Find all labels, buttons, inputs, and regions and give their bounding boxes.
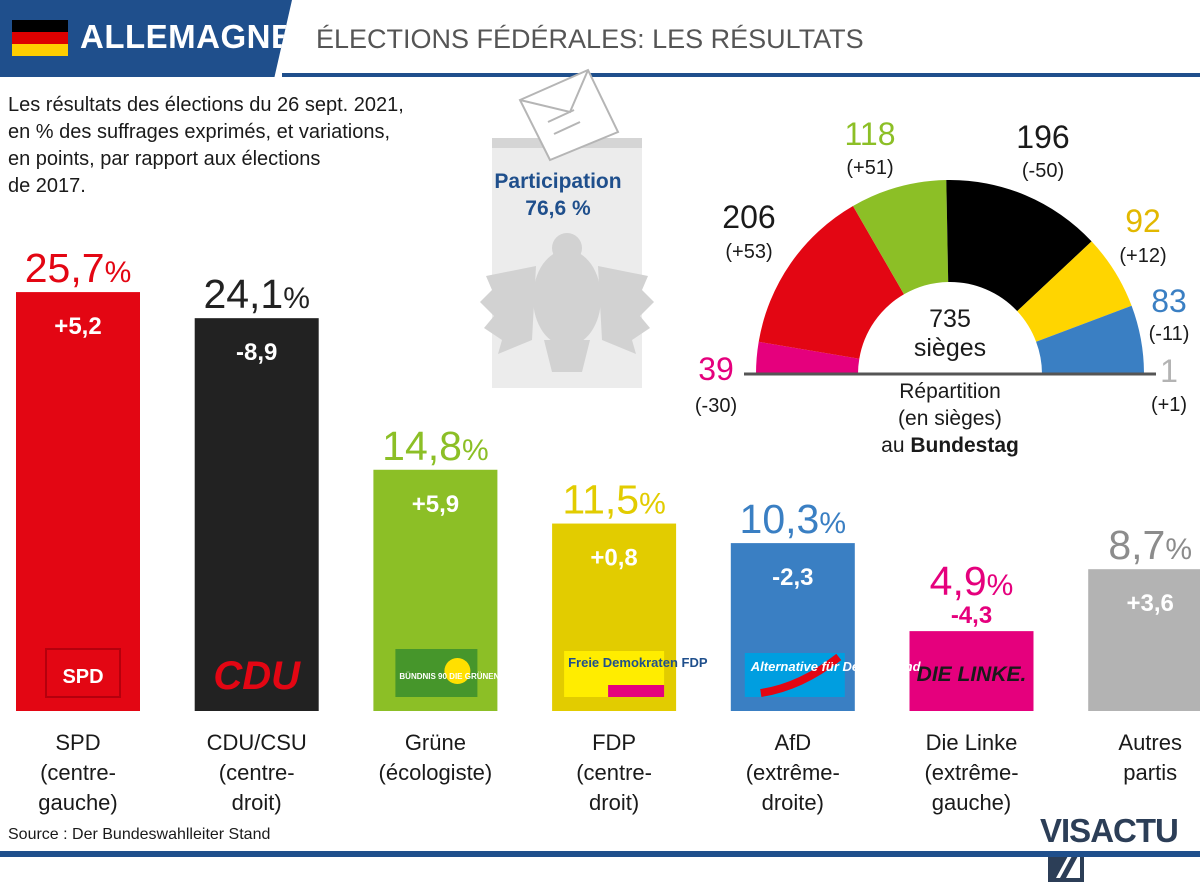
header-rule bbox=[282, 73, 1200, 77]
spd-logo-text: SPD bbox=[62, 666, 103, 688]
seat-segment-4 bbox=[1017, 241, 1132, 342]
category-label-0: (centre- bbox=[40, 760, 116, 785]
value-label-1: 24,1% bbox=[203, 271, 310, 317]
bar-5 bbox=[909, 631, 1034, 711]
header: ALLEMAGNE ÉLECTIONS FÉDÉRALES: LES RÉSUL… bbox=[0, 0, 1200, 77]
seat-count-6: 1 bbox=[1160, 353, 1178, 389]
seat-change-6: (+1) bbox=[1151, 394, 1187, 416]
seat-count-5: 83 bbox=[1151, 283, 1187, 319]
page-title: ÉLECTIONS FÉDÉRALES: LES RÉSULTATS bbox=[316, 24, 864, 54]
bar-6 bbox=[1088, 569, 1200, 711]
fdp-logo-band bbox=[608, 685, 665, 697]
change-label-6: +3,6 bbox=[1127, 590, 1174, 617]
value-label-2: 14,8% bbox=[382, 423, 489, 469]
change-label-1: -8,9 bbox=[236, 339, 277, 366]
category-label-1: droit) bbox=[232, 790, 282, 815]
cdu-logo-text: CDU bbox=[213, 654, 301, 698]
value-label-3: 11,5% bbox=[562, 477, 665, 523]
category-label-5: (extrême- bbox=[924, 760, 1018, 785]
federal-eagle-icon bbox=[480, 233, 654, 372]
category-label-1: CDU/CSU bbox=[207, 730, 307, 755]
gruene-logo-text: BÜNDNIS 90 DIE GRÜNEN bbox=[399, 672, 499, 681]
total-seats-value: 735 bbox=[929, 305, 971, 333]
seat-segment-0 bbox=[756, 341, 860, 374]
bar-1 bbox=[194, 318, 319, 711]
change-label-3: +0,8 bbox=[590, 545, 637, 572]
category-label-4: AfD bbox=[774, 730, 811, 755]
intro-line: de 2017. bbox=[8, 175, 86, 197]
category-label-3: (centre- bbox=[576, 760, 652, 785]
participation-label: Participation bbox=[494, 170, 622, 193]
linke-logo-text: DIE LINKE. bbox=[917, 663, 1027, 686]
intro-text: Les résultats des élections du 26 sept. … bbox=[8, 92, 478, 200]
seat-count-1: 206 bbox=[722, 199, 775, 235]
spd-logo-icon bbox=[45, 648, 121, 698]
seat-count-3: 196 bbox=[1016, 119, 1069, 155]
total-seats-label: sièges bbox=[914, 334, 986, 362]
afd-logo-arrow bbox=[760, 653, 842, 697]
category-label-5: Die Linke bbox=[926, 730, 1018, 755]
participation-value: 76,6 % bbox=[525, 197, 591, 220]
category-label-2: (écologiste) bbox=[379, 760, 493, 785]
category-label-6: partis bbox=[1123, 760, 1177, 785]
seat-segment-2 bbox=[853, 180, 949, 295]
seat-segment-1 bbox=[758, 206, 904, 359]
flag-stripe-red bbox=[12, 32, 68, 44]
category-label-4: droite) bbox=[762, 790, 824, 815]
footer-rule bbox=[0, 851, 1200, 857]
seat-change-3: (-50) bbox=[1022, 160, 1064, 182]
category-label-0: gauche) bbox=[38, 790, 118, 815]
seat-change-1: (+53) bbox=[725, 241, 772, 263]
sunflower-icon bbox=[444, 658, 471, 684]
intro-line: Les résultats des élections du 26 sept. … bbox=[8, 94, 404, 116]
seat-change-2: (+51) bbox=[846, 157, 893, 179]
category-label-1: (centre- bbox=[219, 760, 295, 785]
flag-stripe-gold bbox=[12, 44, 68, 56]
change-label-5: -4,3 bbox=[951, 602, 992, 629]
country-banner: ALLEMAGNE bbox=[0, 0, 292, 77]
election-charts: 25,7% +5,2 SPD (centre-gauche) 24,1% -8,9 CDU/… bbox=[16, 116, 1200, 815]
value-label-0: 25,7% bbox=[25, 245, 132, 291]
visactu-logo: VISACTU bbox=[1040, 812, 1200, 882]
country-name: ALLEMAGNE bbox=[80, 18, 294, 55]
flag-stripe-black bbox=[12, 20, 68, 32]
intro-line: en % des suffrages exprimés, et variatio… bbox=[8, 121, 391, 143]
change-label-4: -2,3 bbox=[772, 564, 813, 591]
hemicycle-caption-line: au Bundestag bbox=[881, 434, 1019, 457]
germany-flag-icon bbox=[12, 20, 68, 56]
logo-text: VISACTU bbox=[1040, 812, 1179, 849]
source-note: Source : Der Bundeswahlleiter Stand bbox=[8, 826, 271, 843]
change-label-2: +5,9 bbox=[412, 491, 459, 518]
category-label-3: FDP bbox=[592, 730, 636, 755]
category-label-2: Grüne bbox=[405, 730, 466, 755]
envelope-icon bbox=[518, 68, 620, 162]
value-label-6: 8,7% bbox=[1108, 522, 1192, 568]
seat-change-4: (+12) bbox=[1119, 245, 1166, 267]
fdp-logo-text: Freie Demokraten FDP bbox=[568, 655, 708, 670]
participation-box: Participation 76,6 % bbox=[470, 168, 646, 222]
category-label-5: gauche) bbox=[932, 790, 1012, 815]
intro-line: en points, par rapport aux élections bbox=[8, 148, 321, 170]
afd-logo-text: Alternative für Deutschland bbox=[750, 659, 922, 674]
seat-change-5: (-11) bbox=[1149, 323, 1190, 345]
category-label-6: Autres bbox=[1118, 730, 1182, 755]
seat-count-2: 118 bbox=[844, 116, 895, 152]
seat-segment-5 bbox=[1036, 305, 1144, 374]
category-label-4: (extrême- bbox=[746, 760, 840, 785]
seat-count-4: 92 bbox=[1125, 203, 1161, 239]
change-label-0: +5,2 bbox=[54, 313, 101, 340]
ballot-box-eagle-illustration bbox=[480, 68, 654, 388]
bar-0 bbox=[16, 292, 140, 711]
value-label-5: 4,9% bbox=[930, 558, 1014, 604]
value-label-4: 10,3% bbox=[740, 496, 847, 542]
seat-change-0: (-30) bbox=[695, 395, 737, 417]
category-label-3: droit) bbox=[589, 790, 639, 815]
seat-segment-3 bbox=[946, 179, 1092, 312]
category-label-0: SPD bbox=[55, 730, 100, 755]
hemicycle-caption-line: (en sièges) bbox=[898, 407, 1002, 430]
seat-count-0: 39 bbox=[698, 351, 734, 387]
hemicycle-caption-line: Répartition bbox=[899, 380, 1001, 403]
